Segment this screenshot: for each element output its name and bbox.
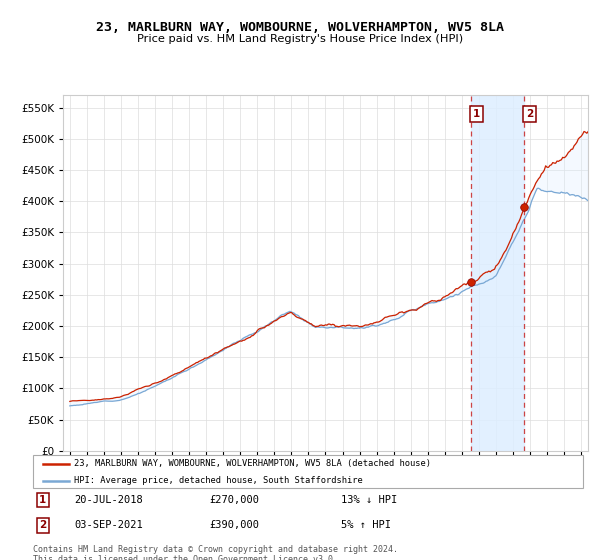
- Text: 1: 1: [473, 109, 480, 119]
- Text: 2: 2: [526, 109, 533, 119]
- Bar: [471, 95, 524, 451]
- Text: £390,000: £390,000: [209, 520, 259, 530]
- Text: 23, MARLBURN WAY, WOMBOURNE, WOLVERHAMPTON, WV5 8LA (detached house): 23, MARLBURN WAY, WOMBOURNE, WOLVERHAMPT…: [74, 459, 431, 468]
- Text: 13% ↓ HPI: 13% ↓ HPI: [341, 495, 398, 505]
- Text: 03-SEP-2021: 03-SEP-2021: [74, 520, 143, 530]
- Text: 5% ↑ HPI: 5% ↑ HPI: [341, 520, 391, 530]
- Text: 2: 2: [39, 520, 47, 530]
- Text: 23, MARLBURN WAY, WOMBOURNE, WOLVERHAMPTON, WV5 8LA: 23, MARLBURN WAY, WOMBOURNE, WOLVERHAMPT…: [96, 21, 504, 34]
- Text: HPI: Average price, detached house, South Staffordshire: HPI: Average price, detached house, Sout…: [74, 477, 363, 486]
- FancyBboxPatch shape: [33, 455, 583, 488]
- Text: £270,000: £270,000: [209, 495, 259, 505]
- Text: Price paid vs. HM Land Registry's House Price Index (HPI): Price paid vs. HM Land Registry's House …: [137, 34, 463, 44]
- Text: 1: 1: [39, 495, 47, 505]
- Text: Contains HM Land Registry data © Crown copyright and database right 2024.
This d: Contains HM Land Registry data © Crown c…: [33, 545, 398, 560]
- Text: 20-JUL-2018: 20-JUL-2018: [74, 495, 143, 505]
